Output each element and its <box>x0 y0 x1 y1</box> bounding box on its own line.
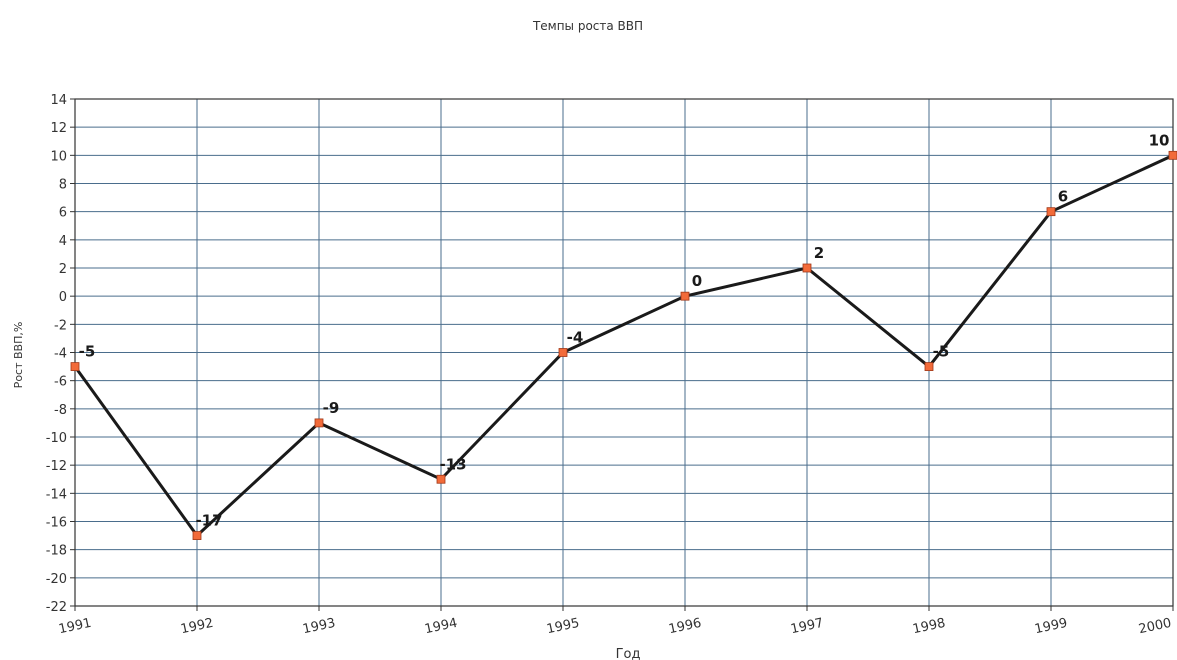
data-label: -17 <box>195 512 222 530</box>
x-axis-label: Год <box>616 647 641 660</box>
y-tick-label: 2 <box>59 262 67 277</box>
x-tick-label: 1996 <box>667 616 702 638</box>
y-axis-label: Рост ВВП,% <box>12 322 25 389</box>
y-tick-label: 14 <box>50 93 67 108</box>
data-label: -4 <box>567 329 584 347</box>
data-point-marker <box>558 348 568 357</box>
y-tick-label: -18 <box>46 544 67 559</box>
data-label: -5 <box>79 343 96 361</box>
y-tick-label: 4 <box>59 234 67 249</box>
data-label: -13 <box>439 455 466 473</box>
x-tick-label: 1995 <box>545 616 580 638</box>
x-tick-label: 2000 <box>1137 616 1172 638</box>
series-line-layer <box>73 153 1174 538</box>
y-tick-label: -12 <box>46 459 67 474</box>
data-label: 10 <box>1149 131 1170 149</box>
y-tick-label: -22 <box>46 600 67 615</box>
data-label: 2 <box>814 244 824 262</box>
data-label: -9 <box>323 399 340 417</box>
data-point-marker <box>436 474 446 484</box>
x-tick-label: 1994 <box>423 616 458 638</box>
chart-title: Темпы роста ВВП <box>532 19 643 33</box>
x-tick-label: 1997 <box>789 616 824 638</box>
y-tick-label: 12 <box>50 121 67 136</box>
x-tick-label: 1992 <box>179 616 214 638</box>
x-tick-label: 1991 <box>57 616 92 638</box>
y-tick-label: 10 <box>50 149 67 164</box>
y-tick-label: -8 <box>54 403 67 418</box>
y-tick-label: 6 <box>59 206 67 221</box>
data-label: 6 <box>1058 188 1068 206</box>
x-tick-label: 1999 <box>1033 616 1068 638</box>
y-tick-label: -14 <box>46 487 67 502</box>
grid <box>74 98 1174 607</box>
y-tick-label: 0 <box>59 290 67 305</box>
x-tick-label: 1998 <box>911 616 946 638</box>
data-labels: -5 -17 -9 -13 -4 0 2 -5 6 10 <box>79 131 1170 529</box>
y-tick-label: -6 <box>54 375 67 390</box>
y-tick-label: -2 <box>54 318 67 333</box>
data-point-marker <box>924 362 934 371</box>
y-tick-label: -20 <box>46 572 67 587</box>
data-point-marker <box>680 291 690 301</box>
data-point-marker <box>802 263 812 273</box>
x-axis-ticks: 1991 1992 1993 1994 1995 1996 1997 1998 1999 2000 <box>57 606 1174 638</box>
data-point-marker <box>1046 207 1056 217</box>
data-label: 0 <box>692 272 702 290</box>
data-label: -5 <box>933 343 950 361</box>
data-point-marker <box>314 418 324 428</box>
data-point-marker <box>1168 150 1177 160</box>
y-tick-label: -4 <box>54 347 67 362</box>
x-tick-label: 1993 <box>301 616 336 638</box>
y-axis-ticks: 14 12 10 8 6 4 2 0 -2 -4 -6 -8 -10 -12 -14 -16 -18 -20 -22 <box>46 93 75 615</box>
data-point-marker <box>192 531 202 540</box>
y-tick-label: -10 <box>46 431 67 446</box>
markers <box>70 150 1177 540</box>
series-line <box>73 153 1174 538</box>
data-point-marker <box>70 362 80 371</box>
y-tick-label: -16 <box>46 516 67 531</box>
y-tick-label: 8 <box>59 178 67 193</box>
